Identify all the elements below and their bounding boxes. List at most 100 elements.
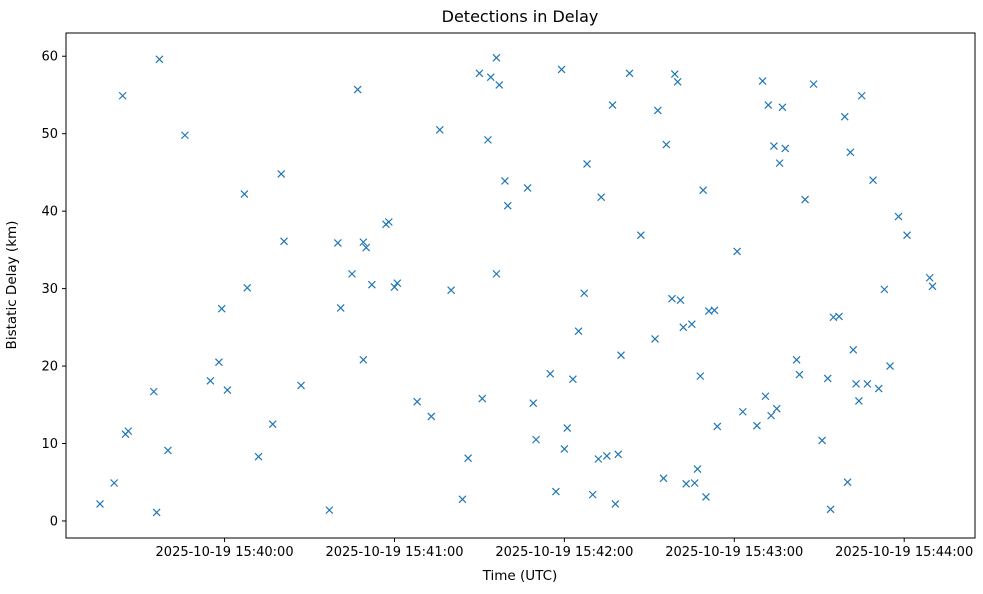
y-tick-label: 20 — [41, 360, 58, 375]
scatter-marker-x — [673, 77, 682, 86]
scatter-marker-x — [333, 238, 342, 247]
scatter-marker-x — [427, 412, 436, 421]
scatter-marker-x — [928, 282, 937, 291]
scatter-marker-x — [124, 427, 133, 436]
y-tick-label: 30 — [41, 282, 58, 297]
scatter-marker-x — [362, 243, 371, 252]
scatter-marker-x — [696, 372, 705, 381]
scatter-marker-x — [852, 379, 860, 388]
scatter-marker-x — [611, 499, 620, 508]
x-tick-label: 2025-10-19 15:43:00 — [665, 545, 803, 560]
scatter-marker-x — [384, 218, 393, 226]
scatter-marker-x — [662, 140, 671, 149]
scatter-marker-x — [523, 183, 532, 192]
scatter-marker-x — [353, 85, 362, 94]
scatter-marker-x — [925, 273, 934, 282]
scatter-marker-x — [492, 53, 501, 62]
scatter-marker-x — [359, 238, 368, 247]
scatter-marker-x — [710, 306, 719, 315]
scatter-marker-x — [733, 247, 742, 256]
scatter-marker-x — [690, 479, 699, 487]
scatter-marker-x — [297, 381, 305, 390]
scatter-marker-x — [594, 455, 603, 463]
scatter-marker-x — [846, 148, 855, 157]
scatter-marker-x — [492, 269, 501, 278]
scatter-marker-x — [118, 91, 127, 100]
scatter-marker-x — [580, 289, 589, 298]
scatter-marker-x — [687, 320, 696, 329]
scatter-marker-x — [243, 283, 252, 292]
scatter-marker-x — [758, 77, 767, 85]
scatter-marker-x — [486, 73, 495, 82]
scatter-points — [96, 53, 937, 517]
scatter-marker-x — [152, 508, 161, 517]
scatter-marker-x — [617, 351, 625, 360]
scatter-marker-x — [874, 384, 883, 393]
scatter-marker-x — [583, 159, 591, 168]
scatter-marker-x — [588, 490, 597, 499]
scatter-marker-x — [792, 355, 801, 364]
scatter-marker-x — [560, 445, 569, 453]
scatter-marker-x — [390, 283, 399, 291]
scatter-marker-x — [775, 159, 784, 168]
scatter-marker-x — [557, 65, 566, 74]
scatter-marker-x — [546, 369, 555, 378]
scatter-marker-x — [840, 112, 849, 121]
scatter-marker-x — [823, 374, 832, 383]
y-tick-label: 50 — [41, 127, 58, 142]
scatter-marker-x — [770, 142, 778, 151]
scatter-marker-x — [393, 279, 402, 288]
x-tick-label: 2025-10-19 15:42:00 — [495, 545, 633, 560]
scatter-marker-x — [458, 495, 467, 504]
scatter-marker-x — [778, 103, 787, 112]
scatter-marker-x — [574, 327, 583, 336]
scatter-marker-x — [325, 506, 334, 515]
scatter-marker-x — [254, 452, 263, 461]
scatter-marker-x — [484, 135, 492, 144]
scatter-marker-x — [869, 176, 877, 185]
scatter-marker-x — [495, 80, 504, 89]
scatter-marker-x — [670, 70, 679, 78]
scatter-marker-x — [217, 304, 226, 313]
scatter-marker-x — [277, 170, 286, 178]
scatter-marker-x — [348, 269, 356, 278]
x-axis-label: Time (UTC) — [482, 568, 558, 584]
scatter-marker-x — [240, 190, 249, 199]
scatter-marker-x — [447, 286, 456, 295]
plot-area: 2025-10-19 15:40:00 2025-10-19 15:41:00 20… — [41, 32, 976, 560]
scatter-marker-x — [597, 193, 606, 202]
scatter-marker-x — [809, 80, 818, 89]
scatter-marker-x — [653, 106, 662, 115]
scatter-marker-x — [738, 407, 747, 416]
scatter-marker-x — [903, 231, 911, 240]
scatter-marker-x — [835, 312, 843, 321]
scatter-marker-x — [435, 125, 444, 134]
scatter-marker-x — [818, 436, 827, 445]
scatter-marker-x — [761, 392, 770, 401]
y-ticks: 0 10 20 30 40 50 60 — [41, 50, 66, 529]
scatter-marker-x — [501, 177, 509, 185]
scatter-marker-x — [568, 375, 577, 384]
scatter-marker-x — [767, 411, 776, 420]
scatter-marker-x — [636, 231, 645, 240]
scatter-marker-x — [676, 296, 685, 305]
scatter-marker-x — [880, 285, 889, 294]
scatter-marker-x — [149, 387, 158, 396]
y-tick-label: 10 — [41, 437, 58, 452]
scatter-marker-x — [843, 478, 852, 487]
scatter-marker-x — [475, 69, 484, 78]
scatter-marker-x — [206, 376, 215, 385]
scatter-marker-x — [413, 397, 422, 406]
x-tick-label: 2025-10-19 15:41:00 — [325, 545, 463, 560]
scatter-marker-x — [781, 144, 790, 153]
scatter-marker-x — [857, 91, 866, 100]
scatter-marker-x — [110, 479, 119, 487]
axes-spine — [65, 32, 976, 539]
scatter-marker-x — [359, 355, 368, 364]
scatter-marker-x — [614, 450, 623, 459]
scatter-marker-x — [886, 362, 894, 370]
scatter-marker-x — [532, 435, 540, 444]
scatter-marker-x — [668, 294, 676, 303]
scatter-marker-x — [155, 55, 164, 64]
